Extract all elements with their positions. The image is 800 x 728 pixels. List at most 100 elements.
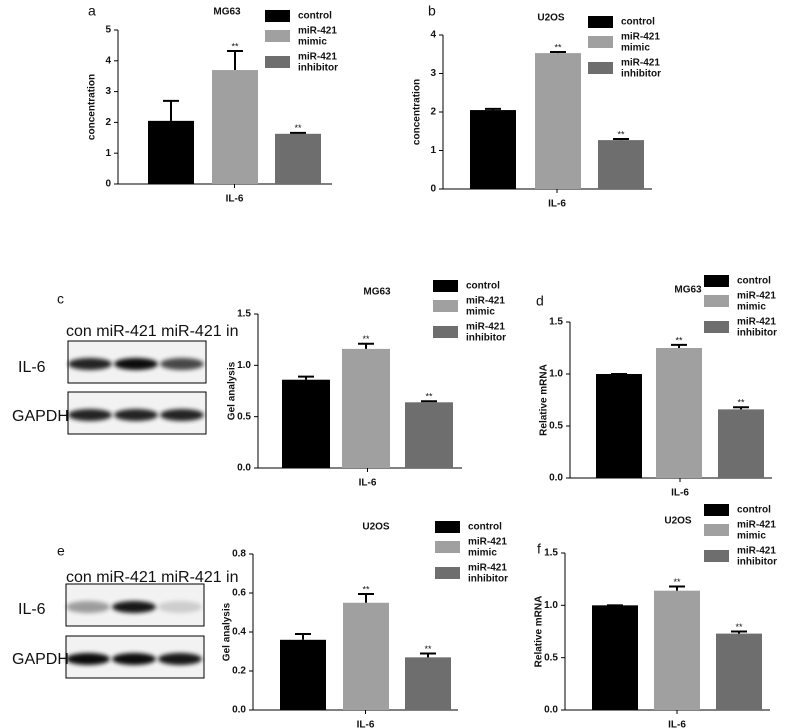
error-bar — [485, 107, 501, 111]
legend-swatch — [588, 16, 613, 28]
y-tick-label: 1.5 — [549, 317, 563, 328]
legend-label: miR-421 mimic — [468, 536, 510, 558]
significance-label: ** — [675, 335, 683, 345]
panel-letter: f — [537, 541, 541, 557]
y-tick-label: 4 — [105, 55, 111, 66]
legend-label: miR-421 inhibitor — [468, 562, 510, 584]
error-bar — [669, 585, 685, 591]
error-bar — [731, 630, 747, 634]
chart-title: MG63 — [213, 7, 241, 18]
legend-label: control — [468, 522, 502, 533]
bar — [598, 140, 644, 189]
legend-swatch — [704, 275, 729, 287]
legend-label: miR-421 mimic — [737, 290, 779, 312]
blot-band — [160, 409, 204, 421]
y-tick-label: 0.5 — [237, 411, 251, 422]
legend-label: miR-421 inhibitor — [621, 57, 663, 79]
significance-label: ** — [424, 644, 432, 654]
significance-label: ** — [617, 129, 625, 139]
legend-swatch — [704, 524, 729, 536]
legend-label: control — [466, 281, 500, 292]
legend-label: miR-421 inhibitor — [298, 51, 340, 73]
significance-label: ** — [362, 584, 370, 594]
bar — [718, 409, 764, 478]
legend-label: control — [298, 11, 332, 22]
legend-label: miR-421 inhibitor — [466, 321, 508, 343]
bar — [343, 602, 389, 710]
bar — [342, 348, 390, 468]
y-tick-label: 0.8 — [232, 549, 246, 560]
x-tick-label: IL-6 — [668, 720, 686, 728]
blot-band — [160, 358, 204, 370]
error-bar — [420, 652, 436, 658]
y-tick-label: 0.5 — [549, 421, 563, 432]
blot-band — [112, 601, 156, 613]
legend-swatch — [435, 541, 460, 553]
bar — [212, 70, 258, 184]
y-tick-label: 1.5 — [544, 548, 558, 559]
error-bar — [295, 632, 311, 640]
y-tick-label: 1.5 — [237, 309, 251, 320]
legend-swatch — [704, 321, 729, 333]
bar — [535, 53, 581, 189]
blot-band — [66, 601, 110, 613]
legend-swatch — [435, 521, 460, 533]
legend-label: miR-421 inhibitor — [737, 545, 779, 567]
bar — [275, 133, 321, 184]
legend-swatch — [435, 567, 460, 579]
legend-label: control — [737, 276, 771, 287]
y-tick-label: 0.0 — [237, 463, 251, 474]
y-tick-label: 2 — [430, 107, 436, 118]
legend-swatch — [704, 504, 729, 516]
bar — [470, 110, 516, 189]
bar — [148, 120, 194, 184]
blot-row-label: IL-6 — [18, 359, 46, 376]
y-tick-label: 0.4 — [232, 627, 246, 638]
y-tick-label: 0.6 — [232, 588, 246, 599]
significance-label: ** — [554, 42, 562, 52]
legend-swatch — [433, 280, 458, 292]
error-bar — [358, 342, 374, 349]
y-tick-label: 0.0 — [549, 473, 563, 484]
y-tick-label: 0 — [430, 184, 436, 195]
y-tick-label: 0 — [105, 179, 111, 190]
legend-swatch — [588, 62, 613, 74]
legend-label: miR-421 mimic — [737, 519, 779, 541]
blot-band — [114, 358, 158, 370]
y-tick-label: 1.0 — [544, 600, 558, 611]
error-bar — [671, 343, 687, 348]
legend-swatch — [265, 30, 290, 42]
bar — [654, 590, 700, 710]
y-axis-label: Gel analysis — [222, 602, 233, 661]
chart-title: MG63 — [674, 285, 702, 296]
y-axis-label: Relative mRNA — [539, 364, 550, 436]
y-axis-label: Gel analysis — [227, 361, 238, 420]
bar — [596, 374, 642, 478]
y-tick-label: 1.0 — [549, 369, 563, 380]
y-tick-label: 3 — [105, 86, 111, 97]
legend-label: miR-421 mimic — [466, 295, 508, 317]
bar — [592, 605, 638, 710]
bar — [282, 379, 330, 468]
y-tick-label: 3 — [430, 68, 436, 79]
legend-swatch — [433, 300, 458, 312]
legend-swatch — [588, 36, 613, 48]
significance-label: ** — [425, 392, 433, 402]
legend-swatch — [265, 56, 290, 68]
chart-title: MG63 — [363, 287, 391, 298]
blot-band — [158, 653, 202, 665]
legend-label: miR-421 mimic — [298, 25, 340, 47]
significance-label: ** — [737, 398, 745, 408]
y-tick-label: 0.2 — [232, 666, 246, 677]
legend-label: control — [737, 505, 771, 516]
y-axis-label: Relative mRNA — [534, 596, 545, 668]
significance-label: ** — [735, 622, 743, 632]
chart-title: U2OS — [664, 516, 692, 527]
y-axis-label: concentration — [412, 79, 423, 145]
bar — [280, 639, 326, 710]
x-tick-label: IL-6 — [226, 194, 244, 205]
blot-row-label: IL-6 — [18, 601, 46, 618]
significance-label: ** — [294, 123, 302, 133]
y-tick-label: 5 — [105, 25, 111, 36]
